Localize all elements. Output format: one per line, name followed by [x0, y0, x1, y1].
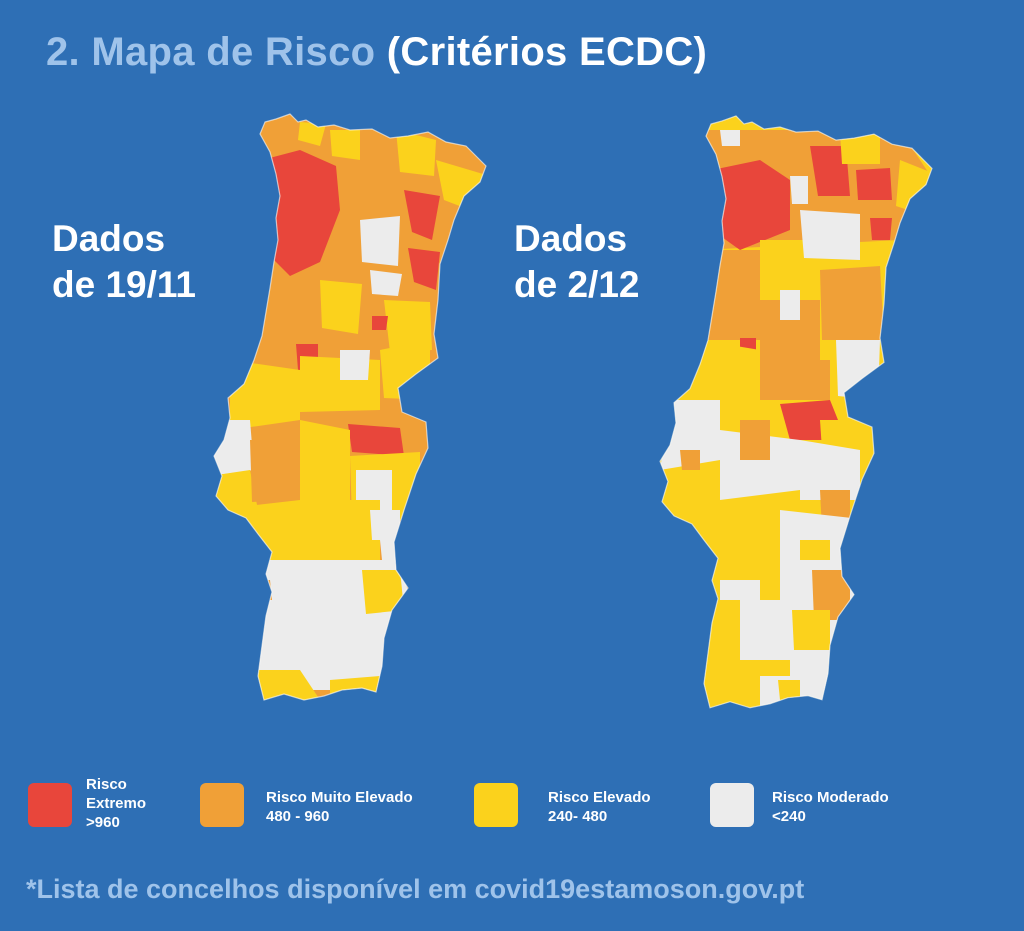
legend-label: Risco Elevado 240- 480 — [548, 788, 651, 826]
legend-swatch — [710, 783, 754, 827]
legend-line: >960 — [86, 814, 120, 831]
date-label-19-11: Dados de 19/11 — [52, 216, 196, 308]
page-title: 2. Mapa de Risco (Critérios ECDC) — [46, 30, 707, 75]
date-label-line1: Dados — [514, 218, 628, 259]
legend-label: Risco Moderado <240 — [772, 788, 889, 826]
date-label-line2: de 19/11 — [52, 264, 197, 305]
legend-line: Risco — [86, 776, 127, 793]
risk-legend: Risco Extremo >960 Risco Muito Elevado 4… — [0, 775, 1024, 835]
legend-line: Risco Moderado — [772, 789, 889, 806]
title-criteria: (Critérios ECDC) — [386, 30, 708, 74]
legend-swatch — [28, 783, 72, 827]
portugal-maps — [213, 113, 933, 709]
legend-label: Risco Muito Elevado 480 - 960 — [266, 788, 413, 826]
risk-map-2-12 — [659, 115, 933, 709]
legend-line: Risco Elevado — [548, 789, 651, 806]
title-main: 2. Mapa de Risco — [46, 30, 376, 74]
legend-line: <240 — [772, 808, 806, 825]
legend-line: 240- 480 — [548, 808, 608, 825]
date-label-line2: de 2/12 — [514, 264, 640, 305]
legend-swatch — [474, 783, 518, 827]
legend-line: 480 - 960 — [266, 808, 330, 825]
legend-line: Extremo — [86, 795, 147, 812]
maps-area: Dados de 19/11 Dados de 2/12 — [52, 113, 933, 709]
risk-map-19-11 — [213, 113, 487, 701]
legend-line: Risco Muito Elevado — [266, 789, 413, 806]
date-label-2-12: Dados de 2/12 — [514, 216, 639, 308]
legend-label: Risco Extremo >960 — [86, 775, 146, 832]
footnote: *Lista de concelhos disponível em covid1… — [26, 874, 805, 904]
date-label-line1: Dados — [52, 218, 166, 259]
legend-swatch — [200, 783, 244, 827]
